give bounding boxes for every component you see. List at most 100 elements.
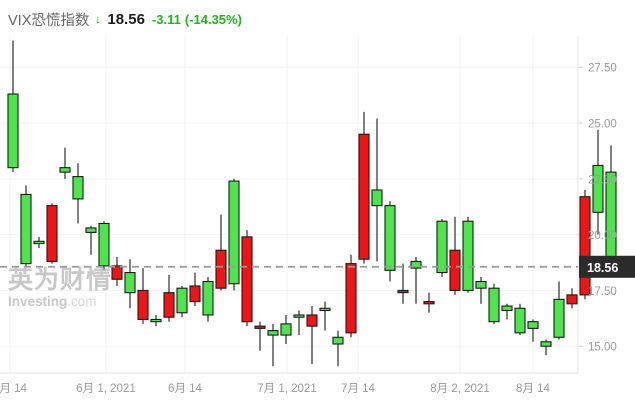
candle-body [7,93,19,169]
candle[interactable] [332,330,344,367]
candle-body [98,222,110,267]
candle-series[interactable] [7,40,617,367]
candle-body [280,323,292,336]
candle-body [514,307,526,334]
candle-body [358,133,370,260]
candle[interactable] [319,301,331,331]
candle[interactable] [241,230,253,327]
candle[interactable] [7,40,19,173]
x-tick-label: 7月 14 [341,383,375,395]
candle[interactable] [189,272,201,307]
last-price: 18.56 [107,10,145,28]
candle-body [527,321,539,329]
candle[interactable] [163,274,175,322]
candle[interactable] [267,323,279,367]
candle[interactable] [423,292,435,313]
candle[interactable] [176,285,188,318]
price-change: -3.11 [151,11,181,27]
candle[interactable] [33,236,45,249]
candle-body [124,272,136,294]
candle-body [293,314,305,318]
candle[interactable] [293,310,305,336]
candle[interactable] [137,268,149,324]
candle-body [345,263,357,334]
candle[interactable] [254,321,266,351]
candle[interactable] [98,221,110,271]
candle-body [228,180,240,285]
candle-body [20,193,32,265]
y-tick-label: 25.00 [588,119,617,131]
candle[interactable] [59,147,71,179]
y-tick-label: 22.50 [588,174,617,186]
candle[interactable] [592,129,604,235]
axis-lines [0,36,579,374]
candle[interactable] [72,163,84,224]
candle[interactable] [345,254,357,338]
candle[interactable] [605,145,617,275]
instrument-name: VIX恐慌指数 [8,12,90,29]
candle[interactable] [384,201,396,282]
candle-body [137,289,149,320]
candle-body [85,227,97,233]
price-badge-label: 18.56 [587,261,618,275]
candle-body [111,265,123,280]
candle[interactable] [410,256,422,304]
candle[interactable] [358,111,370,264]
candle[interactable] [462,216,474,293]
candle[interactable] [228,178,240,291]
candle[interactable] [566,288,578,309]
candle-body [241,236,253,323]
price-change-percent: (-14.35%) [184,11,242,27]
x-axis-tick-labels: 5月 14 6月 1, 2021 6月 14 7月 1, 2021 7月 14 8月 2,… [0,383,551,395]
candle-body [501,305,513,312]
candle[interactable] [501,303,513,320]
candle[interactable] [579,189,591,300]
candle[interactable] [527,319,539,342]
candle-body [436,220,448,274]
y-tick-label: 20.00 [588,230,617,242]
candle[interactable] [20,185,32,266]
vertical-gridlines [9,36,534,373]
candle-body [449,249,461,291]
candle[interactable] [449,216,461,295]
candle[interactable] [488,283,500,324]
candle[interactable] [306,306,318,365]
candle[interactable] [436,219,448,278]
y-tick-label: 27.50 [588,63,617,75]
candle-body [410,260,422,269]
candle[interactable] [111,256,123,286]
candle[interactable] [215,214,227,291]
candle-body [475,280,487,289]
candlestick-svg[interactable]: 15.00 17.50 20.00 22.50 25.00 27.50 5月 14 6月 1… [0,36,635,402]
candle[interactable] [475,277,487,304]
x-tick-label: 6月 1, 2021 [76,383,135,395]
y-tick-label: 17.50 [588,286,617,298]
candle[interactable] [540,339,552,356]
candle[interactable] [553,281,565,340]
candle[interactable] [124,259,136,309]
instrument-header: VIX恐慌指数 ↓ 18.56 -3.11 (-14.35%) [8,9,242,29]
candle-body [189,285,201,303]
candle-body [254,325,266,329]
candle[interactable] [85,225,97,255]
candle[interactable] [514,303,526,336]
price-chart[interactable]: 15.00 17.50 20.00 22.50 25.00 27.50 5月 14 6月 1… [0,36,635,402]
candle-body [267,330,279,336]
candle-body [306,314,318,327]
candle[interactable] [397,263,409,304]
candle[interactable] [371,118,383,262]
candle-body [72,176,84,200]
candle[interactable] [280,314,292,344]
last-price-badge: 18.56 [579,255,635,278]
candle-body [33,240,45,245]
x-tick-label: 7月 1, 2021 [257,383,316,395]
candle-body [592,164,604,213]
candle-body [319,307,331,312]
candle-body [215,249,227,289]
candle[interactable] [202,277,214,322]
candle[interactable] [150,314,162,327]
candle[interactable] [46,203,58,264]
candle-body [566,294,578,305]
x-tick-label: 5月 14 [0,383,28,395]
